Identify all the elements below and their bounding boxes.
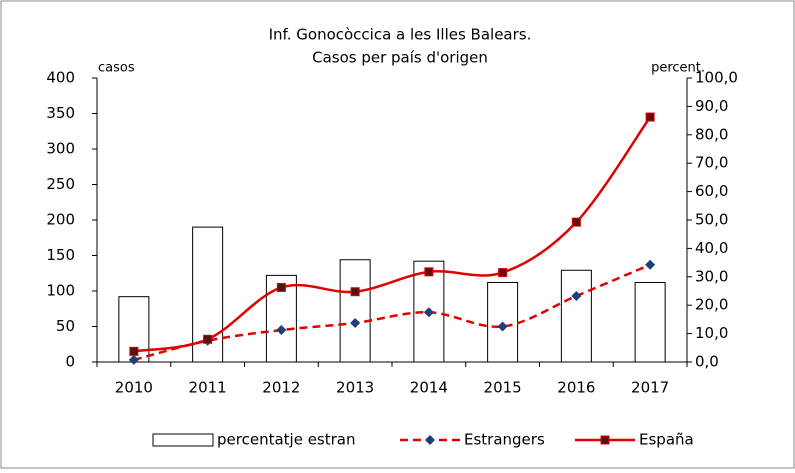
- marker: [203, 334, 213, 344]
- y2-tick-label: 10,0: [695, 324, 728, 342]
- x-tick-label: 2014: [410, 379, 448, 397]
- y-tick-label: 100: [46, 282, 75, 300]
- y2-tick-label: 60,0: [695, 182, 728, 200]
- y2-tick-label: 40,0: [695, 239, 728, 257]
- y2-axis-label: percent.: [651, 61, 705, 76]
- y-tick-label: 50: [56, 317, 75, 335]
- y-tick-label: 300: [46, 140, 75, 158]
- legend-label: percentatje estran: [217, 431, 355, 449]
- y2-tick-label: 0,0: [695, 353, 719, 371]
- y-tick-label: 400: [46, 69, 75, 87]
- y-tick-label: 0: [65, 353, 75, 371]
- y-tick-label: 350: [46, 104, 75, 122]
- legend-label: España: [639, 431, 694, 449]
- marker: [498, 268, 508, 278]
- x-tick-label: 2017: [631, 379, 669, 397]
- y-tick-label: 200: [46, 211, 75, 229]
- y2-tick-label: 90,0: [695, 97, 728, 115]
- legend-swatch: [152, 433, 214, 447]
- line: [133, 263, 651, 362]
- bar: [634, 281, 666, 363]
- marker: [645, 112, 655, 122]
- legend-marker: [425, 435, 435, 445]
- legend-label: Estrangers: [464, 431, 545, 449]
- y2-tick-label: 30,0: [695, 267, 728, 285]
- y2-tick-label: 100,0: [695, 69, 738, 87]
- marker: [128, 354, 139, 365]
- marker: [497, 321, 508, 332]
- marker: [645, 259, 656, 270]
- y2-tick-label: 50,0: [695, 211, 728, 229]
- marker: [350, 287, 360, 297]
- y-tick-label: 150: [46, 246, 75, 264]
- x-tick-label: 2011: [189, 379, 227, 397]
- y-tick-label: 250: [46, 175, 75, 193]
- y-axis-label: casos: [98, 61, 135, 76]
- y2-tick-label: 70,0: [695, 154, 728, 172]
- marker: [350, 317, 361, 328]
- x-tick-label: 2012: [262, 379, 300, 397]
- bar: [339, 259, 371, 363]
- marker: [276, 282, 286, 292]
- chart-title: Inf. Gonocòccica a les Illes Balears.: [269, 26, 532, 44]
- legend-marker: [600, 435, 610, 445]
- y2-tick-label: 20,0: [695, 296, 728, 314]
- y2-tick-label: 80,0: [695, 125, 728, 143]
- marker: [129, 346, 139, 356]
- x-tick-label: 2015: [484, 379, 522, 397]
- bar: [560, 269, 592, 363]
- marker: [424, 267, 434, 277]
- x-tick-label: 2010: [115, 379, 153, 397]
- marker: [571, 290, 582, 301]
- chart-subtitle: Casos per país d'origen: [312, 49, 488, 67]
- x-tick-label: 2013: [336, 379, 374, 397]
- marker: [423, 307, 434, 318]
- x-tick-label: 2016: [557, 379, 595, 397]
- marker: [571, 217, 581, 227]
- marker: [276, 325, 287, 336]
